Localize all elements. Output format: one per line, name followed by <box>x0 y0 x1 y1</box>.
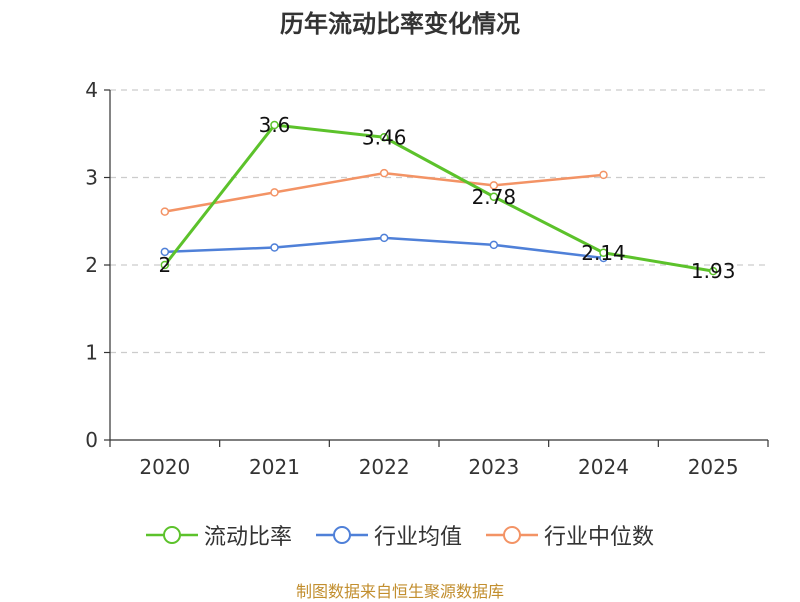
data-point <box>489 240 499 250</box>
legend-label-industry-mean: 行业均值 <box>373 525 462 550</box>
data-point <box>379 168 389 178</box>
x-tick-label: 2024 <box>578 455 629 479</box>
series-line-0 <box>163 123 714 273</box>
data-label: 3.46 <box>362 125 407 149</box>
y-tick-label: 4 <box>85 78 98 102</box>
legend-label-industry-median: 行业中位数 <box>544 525 655 550</box>
data-point <box>379 133 389 142</box>
series-lines <box>163 123 714 273</box>
data-point <box>489 181 499 190</box>
legend-item-current-ratio[interactable]: 流动比率 <box>145 519 292 551</box>
legend: 流动比率 行业均值 行业中位数 <box>0 519 800 551</box>
data-label: 2 <box>158 253 171 277</box>
data-point <box>270 243 279 252</box>
legend-label-current-ratio: 流动比率 <box>203 525 292 550</box>
legend-item-industry-mean[interactable]: 行业均值 <box>315 519 462 551</box>
y-tick-label: 0 <box>85 428 98 452</box>
y-tick-label: 2 <box>85 253 98 277</box>
data-labels: 2 3.6 3.46 2.78 2.14 1.93 <box>158 113 735 283</box>
y-axis-ticks: 0 1 2 3 4 <box>85 78 110 452</box>
legend-item-industry-median[interactable]: 行业中位数 <box>486 519 654 551</box>
x-axis-ticks: 2020 2021 2022 2023 2024 2025 <box>109 440 769 479</box>
x-tick-label: 2021 <box>249 455 300 479</box>
x-tick-label: 2023 <box>468 455 519 479</box>
data-point <box>160 247 170 257</box>
x-tick-label: 2025 <box>688 455 739 479</box>
gridlines <box>110 89 768 354</box>
series-points <box>160 120 718 276</box>
x-tick-label: 2022 <box>359 455 410 479</box>
data-point <box>270 120 279 130</box>
data-point <box>160 207 170 216</box>
data-point <box>708 266 718 276</box>
x-tick-label: 2020 <box>139 455 190 479</box>
data-point <box>599 170 608 180</box>
data-point <box>160 260 170 270</box>
data-label: 3.6 <box>259 113 291 137</box>
data-label: 2.14 <box>581 241 626 265</box>
data-point <box>270 188 279 197</box>
data-label: 1.93 <box>691 259 736 283</box>
data-label: 2.78 <box>472 185 517 209</box>
legend-swatch-current-ratio <box>145 526 198 544</box>
chart-title: 历年流动比率变化情况 <box>280 10 520 38</box>
data-point <box>489 192 499 201</box>
data-point <box>379 233 389 243</box>
y-tick-label: 1 <box>85 341 98 365</box>
y-tick-label: 3 <box>85 166 98 190</box>
data-point <box>599 248 608 257</box>
legend-swatch-industry-median <box>486 526 538 544</box>
data-source-note: 制图数据来自恒生聚源数据库 <box>295 582 504 601</box>
legend-swatch-industry-mean <box>315 526 368 544</box>
